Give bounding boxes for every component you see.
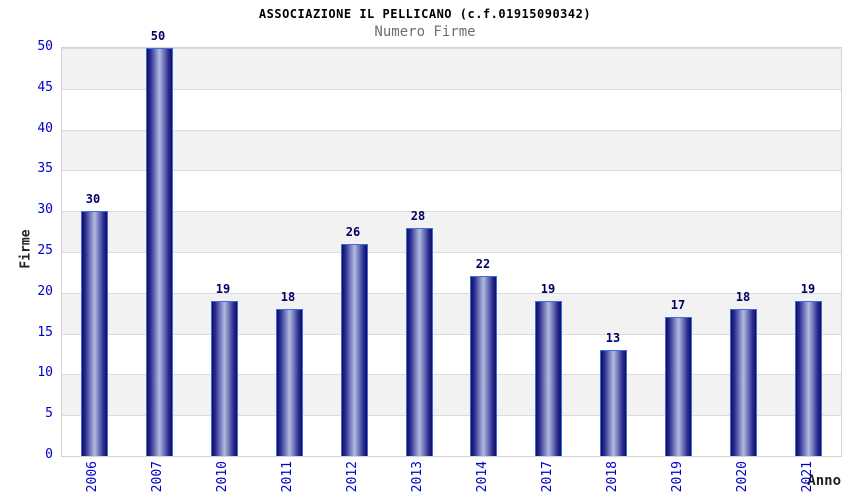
bar [211, 301, 238, 456]
bar-value-label: 22 [475, 257, 491, 271]
chart-title: ASSOCIAZIONE IL PELLICANO (c.f.019150903… [258, 7, 592, 21]
plot-band [62, 88, 841, 130]
bar-value-label: 18 [280, 290, 296, 304]
bar [665, 317, 692, 456]
y-tick-label: 10 [37, 365, 53, 381]
bar [341, 244, 368, 456]
bar-value-label: 19 [800, 282, 816, 296]
plot-band [62, 333, 841, 375]
x-tick-label: 2017 [540, 461, 555, 493]
bar [406, 228, 433, 456]
x-tick-label: 2021 [800, 461, 815, 493]
x-tick-label: 2019 [670, 461, 685, 493]
bar-value-label: 17 [670, 298, 686, 312]
y-tick-label: 0 [45, 447, 53, 462]
chart-subtitle: Numero Firme [374, 24, 476, 40]
bar [535, 301, 562, 456]
plot-band [62, 292, 841, 334]
plot-band [62, 170, 841, 212]
y-tick-label: 25 [37, 243, 53, 258]
bar [146, 48, 173, 456]
bar-value-label: 26 [345, 225, 361, 239]
y-tick-label: 45 [37, 79, 53, 95]
bar [600, 350, 627, 456]
y-tick-label: 20 [37, 283, 53, 299]
bar [730, 309, 757, 456]
x-tick-label: 2006 [85, 461, 100, 493]
bar-value-label: 30 [85, 192, 101, 206]
plot-band [62, 129, 841, 171]
plot-band [62, 374, 841, 416]
bar-value-label: 19 [540, 282, 556, 296]
x-tick-label: 2010 [215, 461, 230, 493]
bar-value-label: 18 [735, 290, 751, 304]
x-tick-label: 2007 [150, 461, 165, 493]
y-tick-label: 15 [37, 324, 53, 340]
bar [276, 309, 303, 456]
x-axis-label: Anno [807, 473, 841, 489]
bar-value-label: 13 [605, 331, 621, 345]
x-tick-label: 2014 [475, 461, 490, 493]
y-tick-label: 40 [37, 120, 53, 136]
bar-value-label: 28 [410, 209, 426, 223]
plot-band [62, 252, 841, 293]
x-tick-label: 2012 [345, 461, 360, 493]
bar [795, 301, 822, 456]
plot-band [62, 48, 841, 89]
plot-area [61, 47, 842, 457]
y-tick-label: 30 [37, 202, 53, 218]
bar [470, 276, 497, 456]
x-tick-label: 2020 [735, 461, 750, 493]
plot-band [62, 211, 841, 252]
bar [81, 211, 108, 456]
y-tick-label: 50 [37, 39, 53, 54]
x-tick-label: 2018 [605, 461, 620, 493]
bar-value-label: 19 [215, 282, 231, 296]
plot-band [62, 415, 841, 456]
x-tick-label: 2011 [280, 461, 295, 493]
y-tick-label: 35 [37, 161, 53, 177]
y-tick-label: 5 [45, 406, 53, 422]
bar-value-label: 50 [150, 29, 166, 43]
x-tick-label: 2013 [410, 461, 425, 493]
